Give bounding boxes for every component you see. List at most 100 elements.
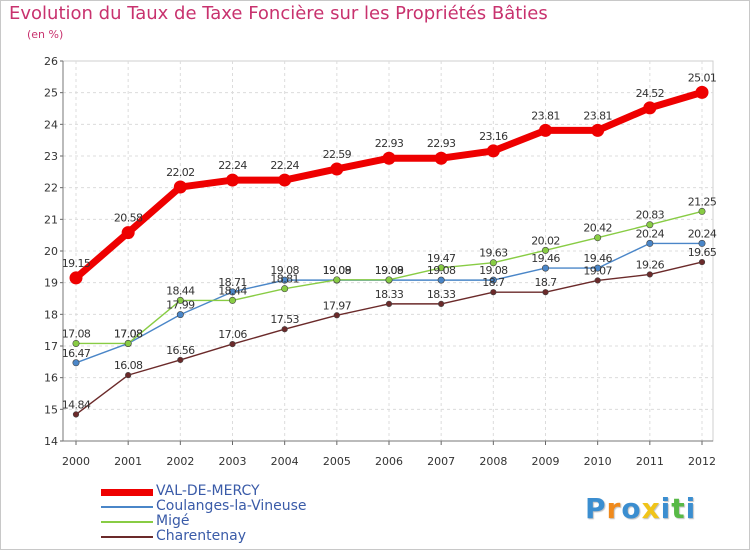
legend-swatch bbox=[101, 506, 153, 508]
data-label-coulanges-la-vineuse: 17.99 bbox=[166, 299, 195, 312]
brand-letter: x bbox=[641, 492, 661, 525]
data-label-val-de-mercy: 23.81 bbox=[531, 109, 560, 122]
data-point-mige bbox=[698, 207, 706, 215]
data-point-coulanges-la-vineuse bbox=[437, 276, 445, 284]
legend-swatch bbox=[101, 536, 153, 538]
data-point-mige bbox=[541, 246, 549, 254]
data-label-mige: 20.02 bbox=[531, 234, 560, 247]
data-label-coulanges-la-vineuse: 19.46 bbox=[531, 252, 560, 265]
data-point-val-de-mercy bbox=[330, 162, 344, 176]
data-point-charentenay bbox=[125, 372, 132, 379]
data-point-charentenay bbox=[333, 312, 340, 319]
data-label-mige: 17.08 bbox=[62, 327, 91, 340]
data-point-charentenay bbox=[438, 300, 445, 307]
legend-label: VAL-DE-MERCY bbox=[156, 483, 260, 499]
data-label-charentenay: 17.53 bbox=[270, 313, 299, 326]
y-tick-label: 19 bbox=[44, 277, 58, 290]
y-tick-label: 17 bbox=[44, 340, 58, 353]
data-point-val-de-mercy bbox=[69, 271, 83, 285]
data-point-mige bbox=[333, 276, 341, 284]
data-point-charentenay bbox=[542, 289, 549, 296]
x-tick-label: 2005 bbox=[323, 455, 351, 468]
chart-title: Evolution du Taux de Taxe Foncière sur l… bbox=[9, 3, 548, 24]
data-label-val-de-mercy: 19.15 bbox=[62, 257, 91, 270]
data-point-coulanges-la-vineuse bbox=[281, 276, 289, 284]
data-label-val-de-mercy: 22.02 bbox=[166, 166, 195, 179]
x-tick-label: 2004 bbox=[271, 455, 299, 468]
brand-logo: Proxiti bbox=[585, 492, 696, 525]
data-point-charentenay bbox=[646, 271, 653, 278]
data-label-mige: 20.83 bbox=[636, 209, 665, 222]
data-label-charentenay: 17.06 bbox=[218, 328, 247, 341]
data-point-charentenay bbox=[385, 300, 393, 307]
data-label-mige: 17.08 bbox=[114, 327, 143, 340]
data-point-coulanges-la-vineuse bbox=[698, 239, 706, 247]
data-point-val-de-mercy bbox=[278, 173, 292, 187]
y-tick-label: 26 bbox=[44, 55, 58, 68]
data-label-charentenay: 19.65 bbox=[688, 246, 717, 259]
data-point-val-de-mercy bbox=[434, 151, 448, 165]
legend-swatch bbox=[101, 489, 153, 496]
data-label-charentenay: 18.7 bbox=[482, 276, 505, 289]
data-label-coulanges-la-vineuse: 20.24 bbox=[688, 227, 717, 240]
data-label-mige: 21.25 bbox=[688, 195, 717, 208]
data-point-val-de-mercy bbox=[382, 151, 396, 165]
data-point-val-de-mercy bbox=[695, 85, 709, 99]
data-label-mige: 20.42 bbox=[583, 222, 612, 235]
data-point-mige bbox=[646, 221, 654, 229]
data-point-mige bbox=[437, 264, 445, 272]
data-label-coulanges-la-vineuse: 19.08 bbox=[270, 264, 299, 277]
data-point-val-de-mercy bbox=[643, 101, 657, 115]
data-point-coulanges-la-vineuse bbox=[541, 264, 549, 272]
data-label-charentenay: 18.33 bbox=[427, 288, 456, 301]
data-point-charentenay bbox=[177, 356, 184, 364]
data-label-val-de-mercy: 23.81 bbox=[583, 109, 612, 122]
data-label-coulanges-la-vineuse: 19.08 bbox=[375, 264, 404, 277]
data-point-charentenay bbox=[72, 411, 80, 418]
data-label-mige: 19.47 bbox=[427, 252, 456, 265]
data-point-val-de-mercy bbox=[539, 123, 552, 137]
data-point-mige bbox=[229, 296, 237, 304]
data-label-charentenay: 14.84 bbox=[62, 398, 91, 411]
data-label-val-de-mercy: 22.59 bbox=[323, 148, 352, 161]
y-tick-label: 22 bbox=[44, 182, 58, 195]
y-tick-label: 16 bbox=[44, 372, 58, 385]
data-label-mige: 19.63 bbox=[479, 247, 508, 260]
chart-subtitle: (en %) bbox=[27, 28, 64, 41]
legend-label: Migé bbox=[156, 513, 190, 529]
data-label-mige: 18.44 bbox=[218, 284, 247, 297]
data-label-mige: 19.09 bbox=[375, 264, 404, 277]
data-label-coulanges-la-vineuse: 19.08 bbox=[427, 264, 456, 277]
data-point-coulanges-la-vineuse bbox=[176, 311, 184, 319]
data-point-val-de-mercy bbox=[591, 123, 605, 137]
legend-label: Charentenay bbox=[156, 528, 247, 544]
data-point-coulanges-la-vineuse bbox=[229, 288, 237, 296]
data-point-mige bbox=[281, 285, 289, 293]
data-label-val-de-mercy: 22.93 bbox=[427, 137, 456, 150]
data-label-charentenay: 17.97 bbox=[323, 299, 352, 312]
x-tick-label: 2002 bbox=[166, 455, 194, 468]
y-tick-label: 14 bbox=[44, 435, 58, 448]
data-label-charentenay: 18.7 bbox=[534, 276, 557, 289]
data-label-coulanges-la-vineuse: 18.71 bbox=[218, 276, 247, 289]
data-label-val-de-mercy: 23.16 bbox=[479, 130, 508, 143]
x-tick-label: 2003 bbox=[219, 455, 247, 468]
data-label-val-de-mercy: 20.58 bbox=[114, 212, 143, 225]
data-label-coulanges-la-vineuse: 19.46 bbox=[583, 252, 612, 265]
data-point-charentenay bbox=[594, 277, 601, 284]
y-tick-label: 15 bbox=[44, 403, 58, 416]
brand-letter: t bbox=[671, 492, 686, 525]
data-point-coulanges-la-vineuse bbox=[594, 264, 602, 272]
data-point-coulanges-la-vineuse bbox=[646, 239, 654, 247]
data-label-coulanges-la-vineuse: 16.47 bbox=[62, 347, 91, 360]
data-label-mige: 18.81 bbox=[270, 273, 299, 286]
x-tick-label: 2008 bbox=[479, 455, 507, 468]
data-label-coulanges-la-vineuse: 19.08 bbox=[479, 264, 508, 277]
x-tick-label: 2007 bbox=[427, 455, 455, 468]
data-label-coulanges-la-vineuse: 19.08 bbox=[323, 264, 352, 277]
data-point-mige bbox=[124, 339, 132, 347]
data-label-mige: 18.44 bbox=[166, 284, 195, 297]
data-label-charentenay: 16.56 bbox=[166, 344, 195, 357]
brand-letter: P bbox=[585, 492, 607, 525]
